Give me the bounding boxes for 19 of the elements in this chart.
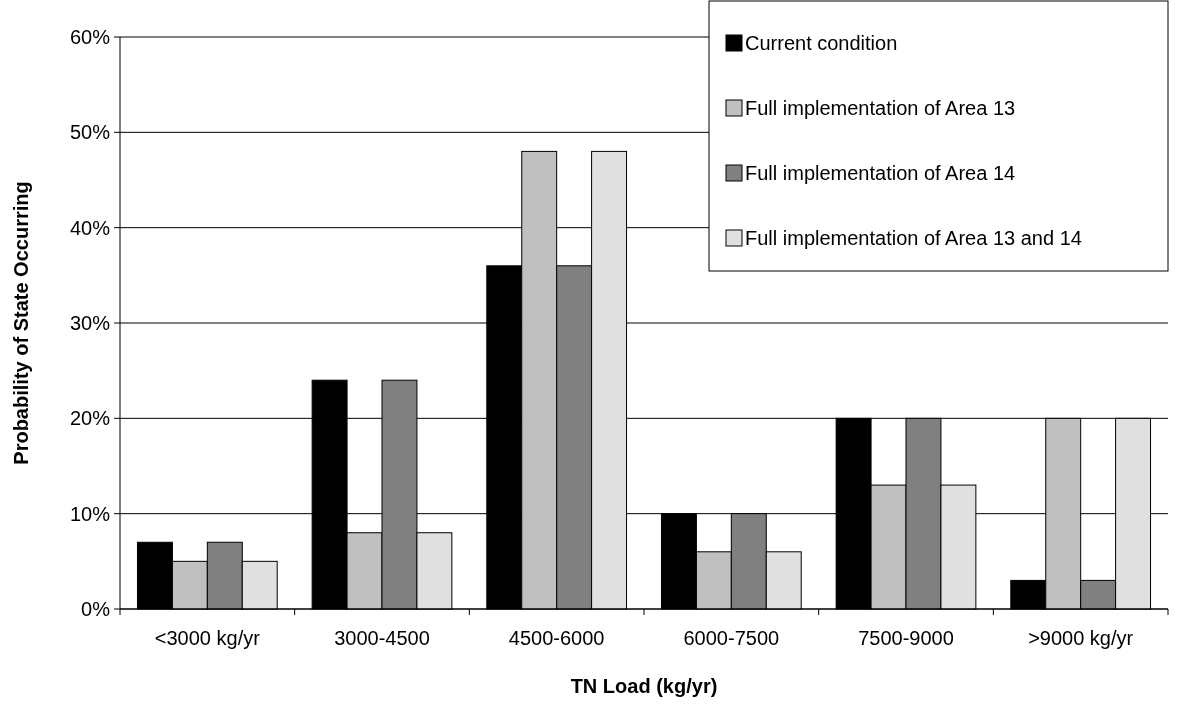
y-tick-label: 10% — [69, 502, 111, 525]
x-tick-label: >9000 kg/yr — [1028, 627, 1134, 649]
legend-label: Current condition — [745, 32, 898, 54]
x-axis-title: TN Load (kg/yr) — [570, 675, 718, 697]
y-tick-label: 50% — [69, 121, 111, 144]
x-tick-label: 7500-9000 — [858, 627, 954, 649]
legend-label: Full implementation of Area 13 — [745, 97, 1016, 119]
x-tick-label: 4500-6000 — [508, 627, 605, 649]
legend-label: Full implementation of Area 13 and 14 — [745, 227, 1082, 249]
legend-label: Full implementation of Area 14 — [745, 162, 1016, 184]
y-axis-title: Probability of State Occurring — [10, 181, 32, 465]
y-tick-label: 30% — [69, 312, 111, 334]
y-tick-label: 0% — [81, 598, 111, 620]
y-tick-label: 20% — [69, 407, 111, 430]
y-tick-label: 40% — [69, 216, 111, 239]
x-tick-label: <3000 kg/yr — [154, 627, 261, 649]
y-tick-label: 60% — [69, 26, 111, 48]
x-tick-label: 6000-7500 — [683, 627, 780, 649]
x-tick-label: 3000-4500 — [334, 627, 430, 649]
